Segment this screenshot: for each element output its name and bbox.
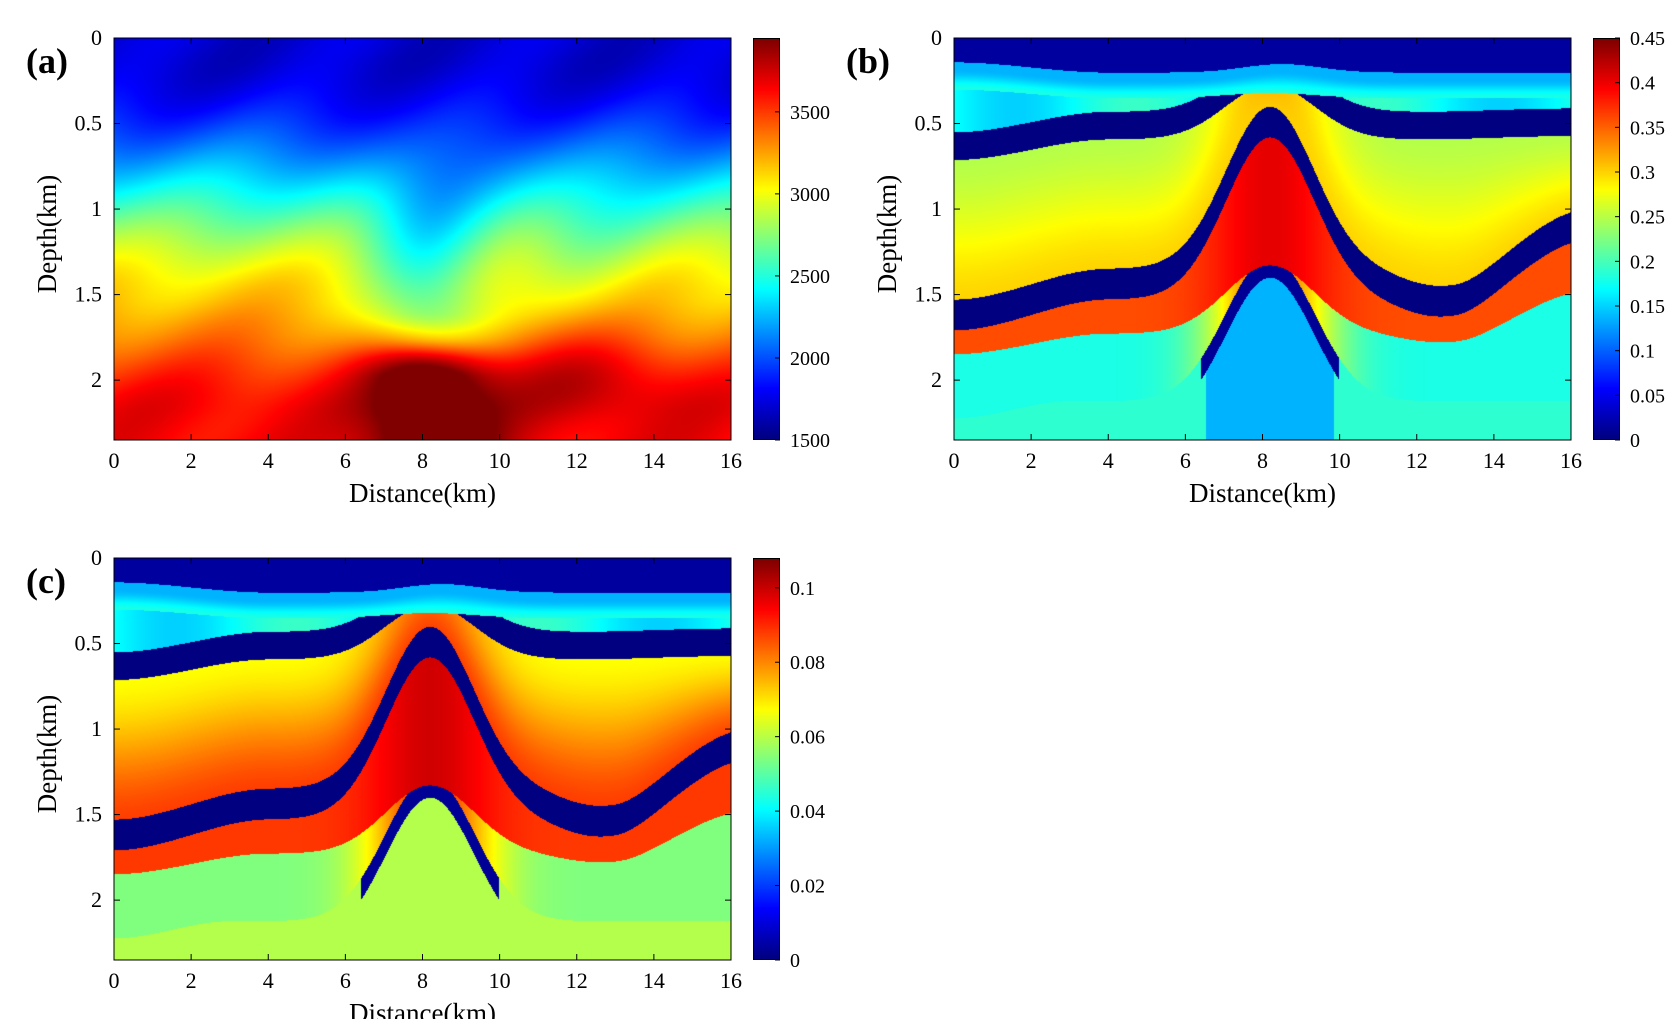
- y-tick-label: 2: [91, 367, 102, 392]
- y-tick-label: 0: [931, 25, 942, 50]
- colorbar-tick-label: 0.1: [790, 578, 815, 600]
- y-tick-label: 0: [91, 25, 102, 50]
- x-tick-label: 12: [1406, 448, 1428, 473]
- colorbar-tick-label: 1500: [790, 430, 830, 452]
- x-tick-label: 2: [1026, 448, 1037, 473]
- plot-frame: [953, 37, 1572, 441]
- x-tick-label: 14: [1483, 448, 1505, 473]
- y-axis-label: Depth(km): [872, 175, 902, 293]
- y-tick-label: 0.5: [75, 111, 103, 136]
- x-tick-label: 6: [340, 968, 351, 993]
- y-tick-label: 1: [91, 716, 102, 741]
- x-tick-label: 10: [489, 968, 511, 993]
- panel-label: (a): [26, 41, 68, 81]
- colorbar-tick-label: 0.25: [1630, 207, 1665, 229]
- y-tick-label: 1.5: [915, 282, 943, 307]
- y-axis-label: Depth(km): [32, 695, 62, 813]
- panel-label: (b): [846, 41, 890, 81]
- x-tick-label: 2: [186, 968, 197, 993]
- colorbar-tick-label: 0.2: [1630, 251, 1655, 273]
- colorbar-tick-label: 0.08: [790, 652, 825, 674]
- colorbar-tick-label: 0.35: [1630, 117, 1665, 139]
- x-tick-label: 2: [186, 448, 197, 473]
- panel-b: (b) 0 2 4 6 8 10 12 14 16 0 0.5 1 1.5 2 Distance(km) De…: [840, 0, 1680, 520]
- colorbar-tick-label: 0.05: [1630, 385, 1665, 407]
- x-tick-label: 6: [1180, 448, 1191, 473]
- x-tick-label: 8: [417, 968, 428, 993]
- colorbar-tick-label: 0.45: [1630, 28, 1665, 50]
- colorbar-tick-label: 0.15: [1630, 296, 1665, 318]
- axes: 0 2 4 6 8 10 12 14 16 0 0.5 1 1.5 2 Distance(km) Depth(…: [32, 25, 830, 508]
- colorbar-tick-label: 3000: [790, 184, 830, 206]
- x-tick-label: 16: [720, 968, 742, 993]
- x-tick-label: 0: [949, 448, 960, 473]
- plot-frame: [113, 557, 732, 961]
- y-tick-label: 1: [91, 196, 102, 221]
- x-tick-label: 0: [109, 448, 120, 473]
- x-tick-label: 0: [109, 968, 120, 993]
- axes: 0 2 4 6 8 10 12 14 16 0 0.5 1 1.5 2 Distance(km) Depth(…: [872, 25, 1665, 508]
- colorbar-tick-label: 0.1: [1630, 341, 1655, 363]
- y-tick-label: 2: [931, 367, 942, 392]
- y-tick-label: 0: [91, 545, 102, 570]
- colorbar: [753, 38, 780, 440]
- colorbar-tick-label: 0: [790, 950, 800, 972]
- x-axis-label: Distance(km): [349, 998, 496, 1019]
- x-tick-label: 12: [566, 448, 588, 473]
- x-tick-label: 4: [263, 448, 274, 473]
- heatmap-image: [114, 38, 731, 440]
- colorbar-tick-label: 0.3: [1630, 162, 1655, 184]
- y-tick-label: 0.5: [915, 111, 943, 136]
- colorbar-tick-label: 0: [1630, 430, 1640, 452]
- panel-label: (c): [26, 561, 66, 601]
- y-tick-label: 1.5: [75, 802, 103, 827]
- colorbar-tick-label: 3500: [790, 102, 830, 124]
- panel-a: (a) 0 2 4 6 8 10 12 14 16 0 0.5 1 1.5 2 Distance(km) De…: [0, 0, 840, 520]
- colorbar: [753, 558, 780, 960]
- colorbar-tick-label: 0.4: [1630, 73, 1655, 95]
- x-axis-label: Distance(km): [1189, 478, 1336, 508]
- colorbar: [1593, 38, 1620, 440]
- x-tick-label: 4: [263, 968, 274, 993]
- y-axis-label: Depth(km): [32, 175, 62, 293]
- x-tick-label: 10: [1329, 448, 1351, 473]
- y-tick-label: 0.5: [75, 631, 103, 656]
- colorbar-tick-label: 0.04: [790, 801, 825, 823]
- y-tick-label: 2: [91, 887, 102, 912]
- y-tick-label: 1.5: [75, 282, 103, 307]
- heatmap-image: [114, 558, 731, 960]
- panel-c: (c) 0 2 4 6 8 10 12 14 16 0 0.5 1 1.5 2 Distance(km) De…: [0, 520, 840, 1019]
- x-tick-label: 6: [340, 448, 351, 473]
- x-tick-label: 8: [417, 448, 428, 473]
- x-tick-label: 8: [1257, 448, 1268, 473]
- x-tick-label: 14: [643, 968, 665, 993]
- x-tick-label: 4: [1103, 448, 1114, 473]
- colorbar-tick-label: 0.06: [790, 727, 825, 749]
- plot-frame: [113, 37, 732, 441]
- x-tick-label: 14: [643, 448, 665, 473]
- x-tick-label: 12: [566, 968, 588, 993]
- heatmap-image: [954, 38, 1571, 440]
- x-axis-label: Distance(km): [349, 478, 496, 508]
- colorbar-tick-label: 2500: [790, 266, 830, 288]
- x-tick-label: 10: [489, 448, 511, 473]
- x-tick-label: 16: [720, 448, 742, 473]
- colorbar-tick-label: 0.02: [790, 876, 825, 898]
- x-tick-label: 16: [1560, 448, 1582, 473]
- axes: 0 2 4 6 8 10 12 14 16 0 0.5 1 1.5 2 Distance(km) Depth(…: [32, 545, 825, 1019]
- colorbar-tick-label: 2000: [790, 348, 830, 370]
- y-tick-label: 1: [931, 196, 942, 221]
